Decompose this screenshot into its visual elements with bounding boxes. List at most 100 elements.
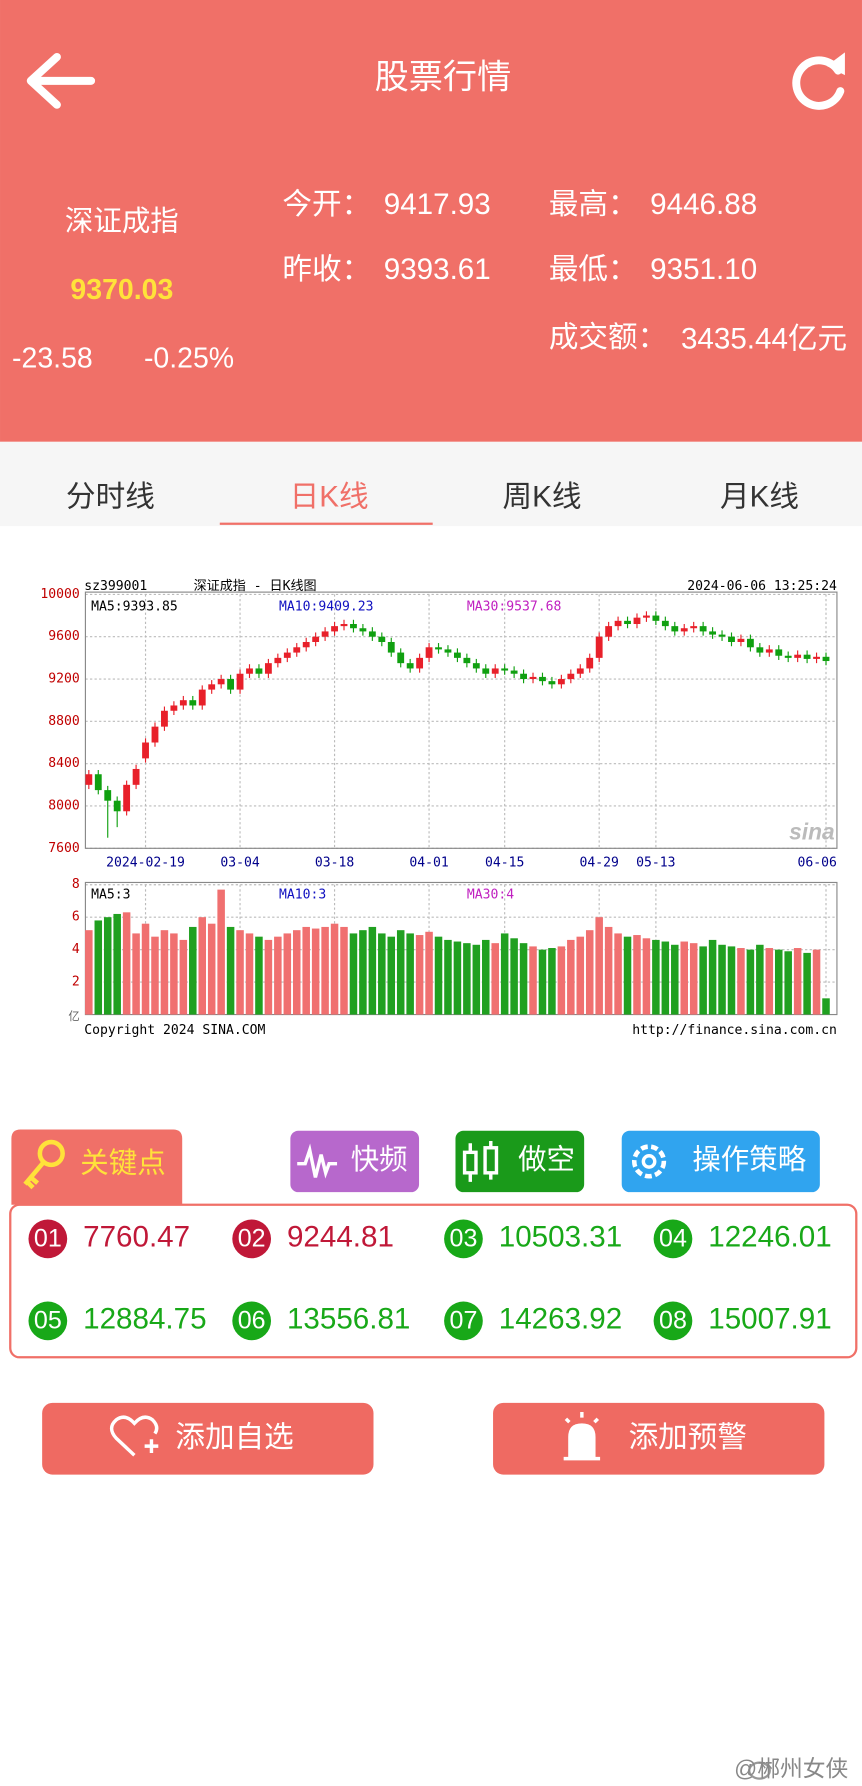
candle-body [113, 800, 121, 812]
volume-bar [604, 926, 613, 1015]
x-tick-label: 04-15 [485, 856, 524, 871]
plus-icon [144, 1439, 159, 1453]
y-tick-label: 9200 [48, 672, 80, 687]
volume-bar [680, 941, 688, 1015]
tab-label[interactable]: 月K线 [720, 481, 799, 514]
x-tick-label: 03-04 [220, 856, 259, 871]
refresh-button[interactable] [792, 52, 845, 110]
point-number: 08 [659, 1307, 687, 1335]
field-value-box: 3435.44亿元 [681, 321, 847, 355]
volume-bar [642, 938, 651, 1015]
alarm-icon-rays [563, 1411, 601, 1461]
volume-bar [236, 930, 244, 1015]
back-icon [26, 52, 96, 109]
candle-body [368, 631, 376, 637]
y-tick-label: 7600 [48, 841, 80, 856]
volume-bar [444, 939, 452, 1015]
candle-body [387, 641, 395, 653]
index-price: 9370.03 [70, 274, 173, 306]
volume-bar [264, 939, 273, 1015]
candle-body [274, 657, 282, 664]
strategy-button[interactable]: 操作策略 [621, 1130, 820, 1193]
x-tick-label: 04-01 [409, 856, 448, 871]
candle-body [255, 668, 263, 674]
volume-bar [614, 933, 622, 1015]
volume-bar [557, 946, 566, 1015]
point-badge [444, 1301, 483, 1341]
volume-bar [198, 917, 206, 1015]
candle-body [416, 657, 424, 669]
copyright: Copyright 2024 SINA.COM [84, 1023, 265, 1038]
tab-label[interactable]: 周K线 [503, 481, 582, 514]
volume-bar [671, 944, 679, 1015]
field-value: 9393.61 [384, 253, 491, 286]
point-number: 05 [34, 1307, 62, 1335]
volume-bar [482, 939, 490, 1015]
add-watchlist-button[interactable]: 添加自选 [42, 1402, 374, 1475]
add-alert-label: 添加预警 [629, 1421, 747, 1454]
volume-bar [302, 926, 310, 1015]
volume-bar [387, 936, 396, 1015]
volume-bar [406, 933, 414, 1015]
candle-body [359, 628, 367, 632]
point-number: 02 [238, 1225, 266, 1253]
tab-label[interactable]: 分时线 [66, 481, 155, 514]
candle-body [198, 689, 206, 706]
volume-bar [132, 933, 140, 1015]
candle-body [208, 684, 216, 690]
candle-body [397, 652, 405, 664]
candle-body [718, 634, 726, 637]
candle-body [822, 656, 830, 662]
volume-ma-label: MA10:3 [279, 887, 326, 902]
volume-bar [793, 948, 802, 1015]
candle-body [491, 668, 499, 674]
volume-bar [255, 936, 263, 1015]
candle-body [605, 626, 613, 637]
point-value: 12884.75 [83, 1303, 206, 1336]
candle-body [227, 679, 235, 690]
candle-body [444, 649, 452, 653]
candle-icon-body-1 [462, 1150, 478, 1175]
back-button[interactable] [26, 52, 96, 109]
refresh-arrow [826, 52, 845, 76]
field-label: 昨收： [282, 253, 371, 286]
field-label: 成交额： [549, 321, 667, 354]
volume-bar [179, 939, 188, 1015]
candle-body [529, 676, 537, 680]
volume-bar [803, 952, 811, 1015]
point-number: 04 [659, 1225, 687, 1253]
candle-body [94, 774, 102, 791]
volume-bar [699, 946, 707, 1015]
short-button[interactable]: 做空 [455, 1130, 585, 1193]
key-tab-label[interactable]: 关键点 [80, 1147, 165, 1179]
candle-body [264, 663, 272, 674]
point-value: 9244.81 [287, 1221, 394, 1254]
volume-bar [226, 926, 235, 1015]
key-icon-stem [23, 1161, 46, 1190]
volume-bar [595, 917, 603, 1015]
candle-body [784, 655, 792, 658]
tab-label[interactable]: 日K线 [290, 481, 369, 514]
volume-tick-label: 4 [72, 942, 80, 957]
volume-bar [567, 939, 575, 1015]
point-value: 12246.01 [708, 1221, 831, 1254]
volume-bar [170, 933, 178, 1015]
y-tick-label: 9600 [48, 629, 80, 644]
volume-bar [245, 933, 254, 1015]
candle-body [236, 673, 244, 690]
candle-body [217, 679, 225, 685]
fast-button[interactable]: 快频 [290, 1130, 420, 1193]
ma-label: MA5:9393.85 [91, 599, 178, 614]
field-value: 9446.88 [650, 188, 757, 221]
candle-body [85, 774, 93, 785]
candle-body [539, 676, 546, 682]
chart-timestamp: 2024-06-06 13:25:24 [687, 579, 837, 594]
candle-body [624, 620, 631, 625]
candle-body [142, 742, 149, 759]
short-button-label: 做空 [518, 1144, 575, 1176]
add-alert-button[interactable]: 添加预警 [493, 1402, 825, 1475]
y-tick-label: 10000 [40, 587, 79, 602]
volume-bar [311, 928, 320, 1015]
volume-bar [321, 926, 329, 1015]
volume-bar [349, 933, 358, 1015]
